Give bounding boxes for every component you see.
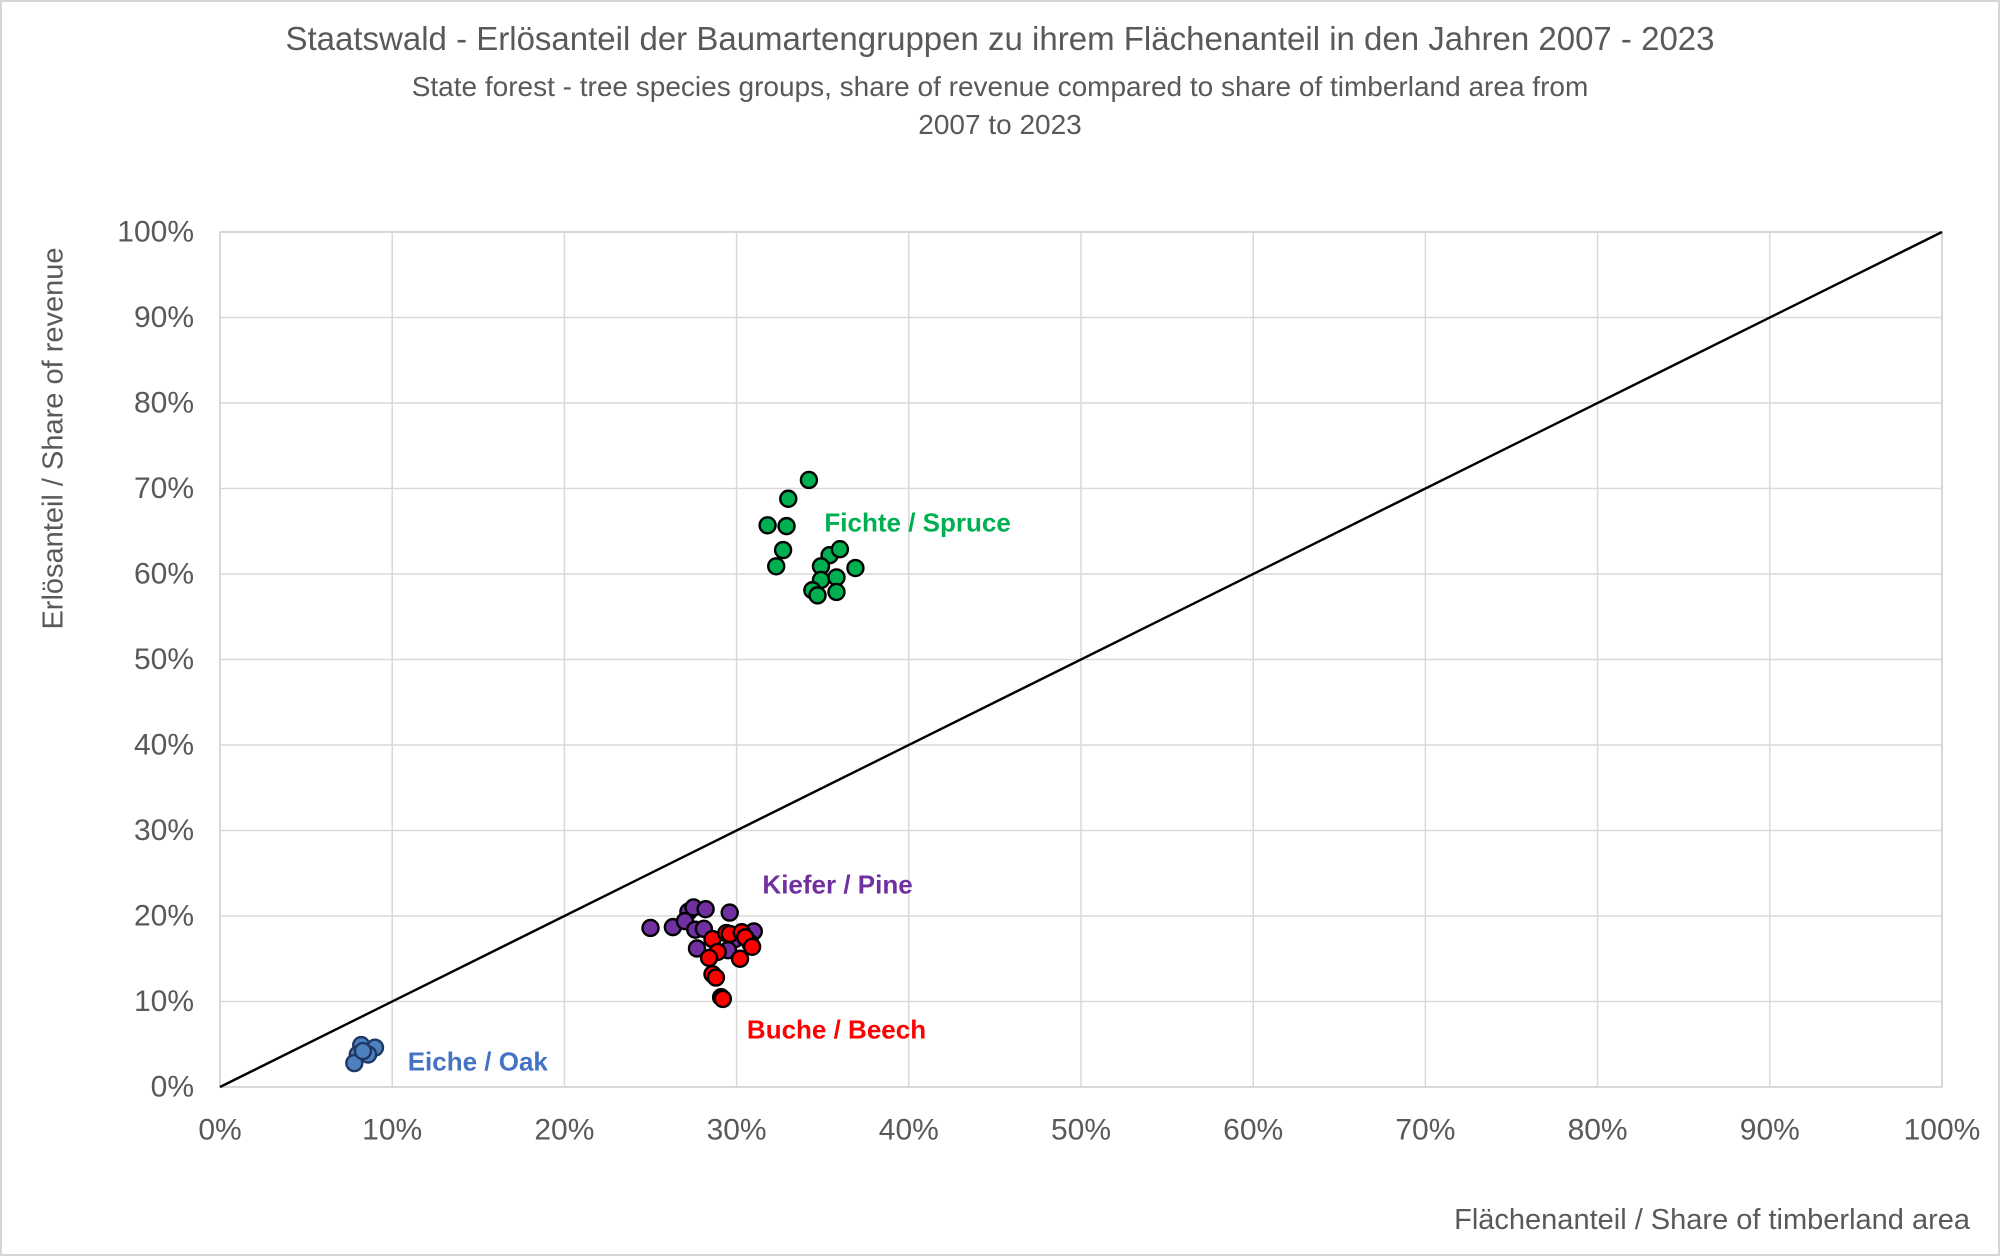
y-tick-label: 0%: [151, 1071, 194, 1104]
data-point: [830, 540, 850, 559]
y-tick-label: 70%: [134, 472, 194, 505]
data-point: [808, 586, 827, 605]
y-tick-label: 60%: [134, 558, 194, 591]
data-point: [799, 470, 819, 490]
data-point: [846, 558, 865, 578]
data-point: [687, 939, 707, 958]
data-point: [720, 903, 739, 922]
data-point: [730, 949, 750, 968]
series-label: Buche / Beech: [747, 1015, 926, 1045]
data-point: [699, 948, 719, 968]
y-tick-label: 40%: [134, 729, 194, 762]
chart-subtitle-line2: 2007 to 2023: [918, 109, 1082, 140]
y-tick-label: 20%: [134, 900, 194, 933]
x-tick-label: 90%: [1740, 1114, 1800, 1147]
series-label: Fichte / Spruce: [824, 508, 1010, 538]
data-point: [713, 989, 733, 1009]
data-point: [641, 918, 660, 938]
series-label: Kiefer / Pine: [762, 869, 912, 899]
y-tick-label: 100%: [117, 216, 194, 249]
x-tick-label: 70%: [1395, 1114, 1455, 1147]
x-tick-label: 0%: [198, 1114, 241, 1147]
x-tick-label: 10%: [362, 1114, 422, 1147]
y-tick-label: 10%: [134, 985, 194, 1018]
data-point: [779, 489, 798, 508]
x-tick-label: 60%: [1223, 1114, 1283, 1147]
data-point: [773, 540, 793, 560]
data-point: [696, 899, 715, 919]
chart-title: Staatswald - Erlösanteil der Baumartengr…: [285, 20, 1715, 57]
y-tick-label: 50%: [134, 643, 194, 676]
series-label: Eiche / Oak: [408, 1046, 549, 1076]
x-tick-label: 100%: [1904, 1114, 1981, 1147]
x-tick-label: 80%: [1568, 1114, 1628, 1147]
x-tick-label: 50%: [1051, 1114, 1111, 1147]
y-tick-label: 30%: [134, 814, 194, 847]
data-point: [345, 1053, 364, 1073]
x-tick-label: 30%: [707, 1114, 767, 1147]
y-tick-label: 80%: [134, 387, 194, 420]
data-point: [706, 968, 726, 987]
plot-area-border: [219, 231, 1943, 1088]
chart-subtitle: State forest - tree species groups, shar…: [2, 68, 1998, 144]
data-point: [827, 582, 846, 602]
x-axis-title: Flächenanteil / Share of timberland area: [1454, 1204, 1970, 1236]
data-point: [353, 1041, 373, 1061]
data-point: [777, 516, 796, 536]
y-tick-label: 90%: [134, 301, 194, 334]
data-point: [767, 557, 786, 576]
data-point: [742, 937, 762, 956]
data-point: [758, 516, 777, 535]
chart-subtitle-line1: State forest - tree species groups, shar…: [411, 71, 1589, 102]
x-tick-label: 40%: [879, 1114, 939, 1147]
x-tick-label: 20%: [534, 1114, 594, 1147]
diagonal-reference-line: [219, 230, 1943, 1089]
